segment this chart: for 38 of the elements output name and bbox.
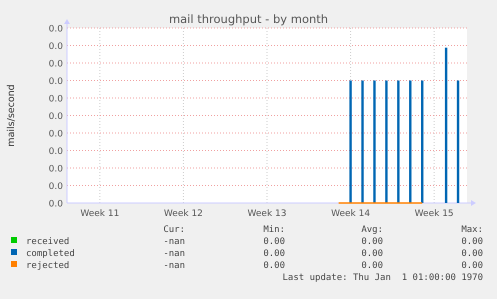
text: 0.00 <box>461 261 483 271</box>
y-tick-label: 0.0 <box>48 94 64 104</box>
text: 0.00 <box>461 237 483 247</box>
y-axis-title: mails/second <box>6 84 17 147</box>
text: Cur: <box>163 225 185 235</box>
text: 0.00 <box>263 237 285 247</box>
legend-label: completed <box>26 249 75 259</box>
y-tick-label: 0.0 <box>48 147 64 157</box>
x-tick-label: Week 12 <box>164 209 203 219</box>
text: 0.00 <box>361 237 383 247</box>
y-tick-label: 0.0 <box>48 112 64 122</box>
y-tick-label: 0.0 <box>48 42 64 52</box>
text: Min: <box>263 225 285 235</box>
y-tick-label: 0.0 <box>48 164 64 174</box>
legend-label: rejected <box>26 261 70 271</box>
text: Avg: <box>361 225 383 235</box>
text: 0.00 <box>361 249 383 259</box>
text: -nan <box>163 261 185 271</box>
text: -nan <box>163 249 185 259</box>
x-tick-label: Week 11 <box>80 209 120 219</box>
text: Last update: Thu Jan 1 01:00:00 1970 <box>282 273 483 283</box>
legend-label: received <box>26 237 70 247</box>
text: Max: <box>461 225 483 235</box>
chart-title: mail throughput - by month <box>168 12 328 26</box>
x-tick-label: Week 13 <box>248 209 286 219</box>
text: 0.00 <box>461 249 483 259</box>
y-tick-label: 0.0 <box>48 200 64 210</box>
x-tick-label: Week 14 <box>331 209 370 219</box>
y-tick-label: 0.0 <box>48 60 64 70</box>
text: -nan <box>163 237 185 247</box>
y-tick-label: 0.0 <box>48 182 64 192</box>
text: 0.00 <box>263 261 285 271</box>
y-tick-label: 0.0 <box>48 77 64 87</box>
y-tick-label: 0.0 <box>48 130 64 140</box>
text: 0.00 <box>263 249 285 259</box>
text: 0.00 <box>361 261 383 271</box>
x-tick-label: Week 15 <box>414 209 454 219</box>
y-tick-label: 0.0 <box>48 24 64 34</box>
